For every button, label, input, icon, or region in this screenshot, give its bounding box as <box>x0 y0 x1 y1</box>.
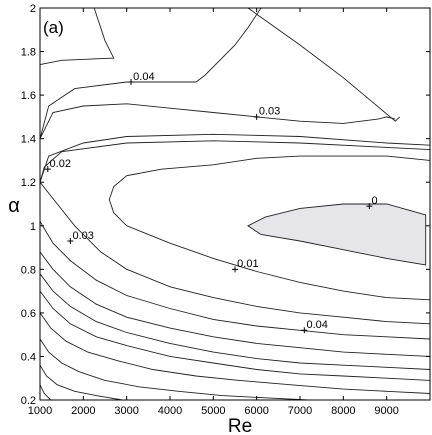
x-tick-label: 7000 <box>288 405 312 417</box>
y-tick-label: 0.8 <box>21 264 36 276</box>
y-tick-label: 1.8 <box>21 47 36 59</box>
contour-line <box>39 133 431 183</box>
contour-lines-layer <box>39 7 431 401</box>
contour-line <box>108 155 431 301</box>
contour-line <box>39 7 262 139</box>
x-tick-label: 3000 <box>114 405 138 417</box>
y-tick-label: 0.4 <box>21 351 36 363</box>
contour-line <box>39 251 431 357</box>
contour-line <box>39 338 309 401</box>
x-tick-label: 2000 <box>71 405 95 417</box>
x-tick-label: 8000 <box>331 405 355 417</box>
contour-line <box>39 103 396 139</box>
contour-line <box>39 273 431 370</box>
y-tick-label: 1.4 <box>21 134 36 146</box>
contour-line <box>39 312 431 394</box>
x-axis-ticks: 1000 2000 3000 4000 5000 6000 7000 8000 9000 <box>28 8 399 417</box>
contour-line <box>39 7 115 66</box>
contour-line <box>39 290 431 381</box>
contour-line <box>247 7 401 122</box>
contour-line <box>39 384 52 401</box>
shaded-region-layer <box>247 203 427 266</box>
zero-region <box>247 203 427 266</box>
panel-label: (a) <box>43 18 64 37</box>
y-tick-label: 0.6 <box>21 308 36 320</box>
y-tick-label: 1.2 <box>21 177 36 189</box>
x-tick-label: 5000 <box>201 405 225 417</box>
contour-label: 0.04 <box>133 71 154 83</box>
contour-label: 0.03 <box>73 230 94 242</box>
x-axis-label: Re <box>228 416 252 435</box>
contour-line <box>39 364 123 401</box>
contour-line <box>39 181 431 325</box>
x-tick-label: 6000 <box>244 405 268 417</box>
contour-label-marker <box>366 203 373 210</box>
contour-label-marker <box>301 327 308 334</box>
contour-label-marker <box>44 166 51 173</box>
contour-label: 0.04 <box>307 319 328 331</box>
y-tick-label: 1 <box>30 221 36 233</box>
contour-label-marker <box>128 79 134 86</box>
contour-label: 0.01 <box>237 258 258 270</box>
contour-label-marker <box>232 266 238 273</box>
y-tick-label: 2 <box>30 3 36 15</box>
contour-label-marker <box>67 238 74 245</box>
y-tick-label: 1.6 <box>21 90 36 102</box>
plot-frame <box>39 7 431 401</box>
contour-label: 0 <box>372 195 378 207</box>
x-tick-label: 1000 <box>28 405 52 417</box>
y-tick-label: 0.2 <box>21 395 36 407</box>
contour-line <box>39 140 431 183</box>
contour-line <box>39 221 431 340</box>
x-tick-label: 9000 <box>374 405 398 417</box>
contour-labels-layer: 0.04 0.03 0.02 0.01 0.03 0 0.04 <box>44 71 378 334</box>
x-tick-label: 4000 <box>158 405 182 417</box>
contour-label: 0.03 <box>259 106 280 118</box>
y-axis-ticks: 0.2 0.4 0.6 0.8 1 1.2 1.4 1.6 1.8 2 <box>21 3 430 407</box>
contour-label: 0.02 <box>50 158 71 170</box>
y-axis-label: α <box>8 195 20 217</box>
contour-label-marker <box>253 113 260 120</box>
